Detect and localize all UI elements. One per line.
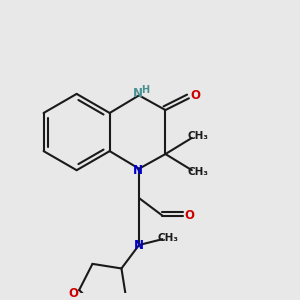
Text: CH₃: CH₃	[158, 233, 179, 243]
Text: O: O	[68, 287, 78, 300]
Text: N: N	[134, 238, 144, 251]
Text: CH₃: CH₃	[187, 131, 208, 141]
Text: N: N	[133, 87, 142, 101]
Text: CH₃: CH₃	[187, 167, 208, 177]
Text: O: O	[184, 209, 194, 222]
Text: O: O	[190, 89, 200, 103]
Text: N: N	[133, 164, 142, 177]
Text: H: H	[141, 85, 149, 95]
